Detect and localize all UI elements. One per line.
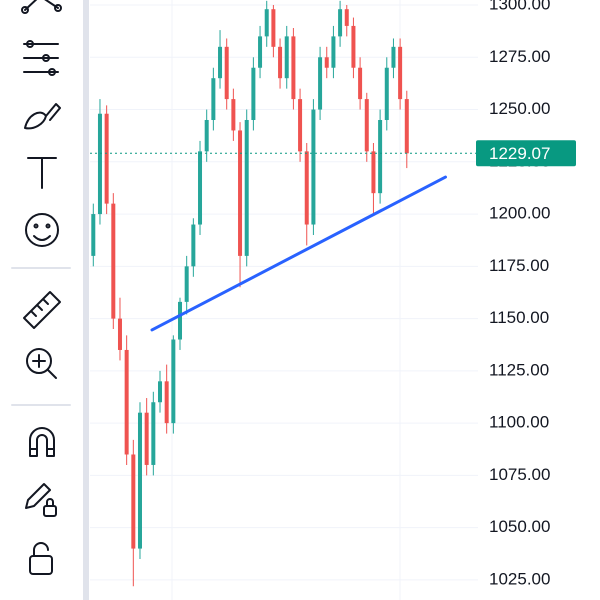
candle-body xyxy=(124,349,129,455)
candle-body xyxy=(271,9,276,47)
candle-body xyxy=(291,36,296,100)
candle-body xyxy=(191,224,196,267)
candle-body xyxy=(351,25,356,68)
candle-body xyxy=(204,120,209,152)
candle-body xyxy=(218,46,223,79)
candle-body xyxy=(391,46,396,68)
toolbar-icons xyxy=(11,0,71,575)
text-tool[interactable] xyxy=(27,157,57,189)
candle-body xyxy=(131,454,136,549)
candle-body xyxy=(244,120,249,256)
candle-body xyxy=(364,99,369,152)
candle-body xyxy=(238,130,243,256)
candle-body xyxy=(184,266,189,302)
candle-body xyxy=(358,67,363,100)
candle-body xyxy=(398,46,403,100)
y-tick-label: 1150.00 xyxy=(489,308,549,327)
candle-body xyxy=(158,381,162,403)
candle-body xyxy=(151,402,156,465)
y-tick-label: 1300.00 xyxy=(489,0,550,14)
candle-body xyxy=(318,57,323,110)
candle-body xyxy=(231,99,236,131)
candle-body xyxy=(324,57,329,68)
last-price-label: 1229.07 xyxy=(489,144,550,163)
candle-body xyxy=(331,36,336,68)
y-tick-label: 1175.00 xyxy=(489,256,549,275)
zoom-tool[interactable] xyxy=(26,348,57,379)
candle-body xyxy=(284,36,289,79)
candle-body xyxy=(404,99,409,154)
y-tick-label: 1125.00 xyxy=(489,360,549,379)
y-tick-label: 1025.00 xyxy=(489,569,550,588)
candle-body xyxy=(137,412,142,549)
candle-body xyxy=(104,113,109,204)
toolbar-edge xyxy=(83,0,89,600)
candle-body xyxy=(198,151,203,225)
lock-drawing-tool[interactable] xyxy=(25,483,57,517)
y-tick-label: 1050.00 xyxy=(489,517,550,536)
last-price-box xyxy=(476,140,576,167)
ruler-tool[interactable] xyxy=(23,291,61,329)
candle-body xyxy=(378,120,383,194)
candle-body xyxy=(178,301,183,340)
candle-body xyxy=(164,381,169,424)
y-tick-label: 1250.00 xyxy=(489,99,550,118)
y-tick-label: 1075.00 xyxy=(489,465,550,484)
candle-body xyxy=(371,151,376,194)
brush-tool[interactable] xyxy=(24,103,61,130)
y-tick-label: 1275.00 xyxy=(489,47,550,66)
plot-area: 1025.00 1050.00 1075.00 1100.00 1125.00 1150.… xyxy=(90,0,576,600)
candle-body xyxy=(298,99,303,152)
emoji-tool[interactable] xyxy=(25,213,59,247)
candle-body xyxy=(111,203,116,319)
candle-body xyxy=(384,67,389,120)
y-tick-label: 1200.00 xyxy=(489,204,550,223)
pattern-tool[interactable] xyxy=(23,40,59,76)
candle-body xyxy=(338,9,343,37)
candle-body xyxy=(251,67,256,120)
candle-body xyxy=(311,109,316,225)
y-tick-label: 1100.00 xyxy=(489,413,549,432)
candle-body xyxy=(278,46,283,79)
candle-body xyxy=(304,151,309,225)
magnet-tool[interactable] xyxy=(29,427,55,457)
trendline xyxy=(150,175,447,332)
candle-body xyxy=(144,412,149,465)
lock-tool[interactable] xyxy=(29,542,53,575)
path-tool[interactable] xyxy=(21,0,62,14)
candle-body xyxy=(264,9,269,37)
candle-body xyxy=(117,318,122,350)
candle-body xyxy=(258,36,263,68)
candle-body xyxy=(91,214,96,256)
candle-body xyxy=(97,113,102,215)
candle-body xyxy=(211,78,216,120)
candle-body xyxy=(344,9,349,26)
candle-body xyxy=(171,339,176,424)
candle-body xyxy=(224,46,229,100)
